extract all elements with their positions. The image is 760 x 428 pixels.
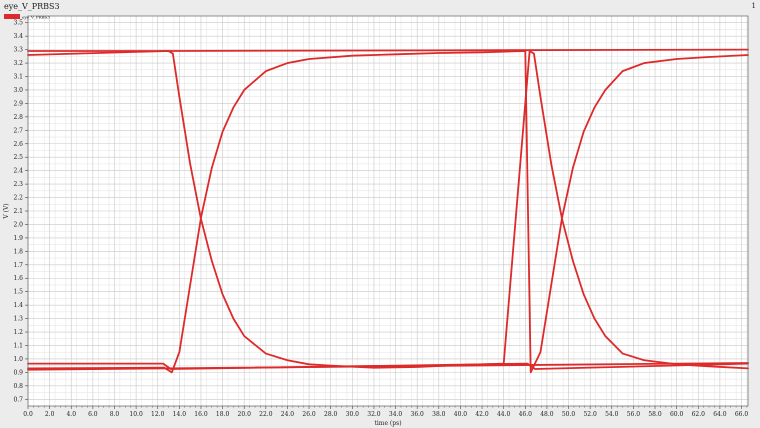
y-tick-label: 1.6 (13, 275, 23, 282)
x-tick-label: 66.0 (735, 411, 749, 418)
y-tick-label: 3.4 (13, 33, 23, 40)
y-tick-label: 2.4 (13, 168, 23, 175)
y-tick-label: 2.0 (13, 221, 23, 228)
y-tick-label: 2.5 (13, 154, 23, 161)
x-tick-label: 28.0 (324, 411, 338, 418)
y-tick-label: 2.7 (13, 127, 23, 134)
y-tick-label: 0.8 (13, 383, 23, 390)
y-tick-label: 1.7 (13, 262, 23, 269)
x-tick-label: 18.0 (216, 411, 230, 418)
eye-trace (27, 362, 749, 371)
y-tick-label: 1.8 (13, 248, 23, 255)
window-index: 1 (751, 2, 756, 10)
x-tick-label: 2.0 (45, 411, 55, 418)
x-tick-label: 8.0 (110, 411, 120, 418)
y-tick-label: 2.3 (13, 181, 23, 188)
x-tick-label: 10.0 (129, 411, 143, 418)
y-axis: 0.7 0.8 0.9 1.0 1.1 1.2 1.3 1.4 1.5 1.6 1.7 1.8 1.9 2… (13, 20, 28, 403)
x-tick-label: 64.0 (713, 411, 727, 418)
y-tick-label: 0.7 (13, 396, 23, 403)
x-tick-label: 56.0 (627, 411, 641, 418)
x-tick-label: 58.0 (648, 411, 662, 418)
x-tick-label: 6.0 (88, 411, 98, 418)
x-tick-label: 34.0 (389, 411, 403, 418)
x-tick-label: 30.0 (346, 411, 360, 418)
x-tick-label: 54.0 (605, 411, 619, 418)
trace-group (27, 48, 749, 374)
x-tick-label: 46.0 (519, 411, 533, 418)
x-tick-label: 24.0 (281, 411, 295, 418)
window-title: eye_V_PRBS3 (4, 2, 60, 11)
x-tick-label: 22.0 (259, 411, 273, 418)
y-tick-label: 3.1 (13, 74, 23, 81)
legend-swatch (4, 14, 20, 19)
eye-trace (27, 50, 749, 374)
x-tick-label: 38.0 (432, 411, 446, 418)
x-tick-label: 14.0 (173, 411, 187, 418)
y-tick-label: 2.1 (13, 208, 23, 215)
y-tick-label: 1.0 (13, 356, 23, 363)
y-tick-label: 3.2 (13, 60, 23, 67)
y-tick-label: 1.2 (13, 329, 23, 336)
x-axis-title: time (ps) (374, 420, 401, 427)
y-tick-label: 1.1 (13, 342, 23, 349)
y-tick-label: 3.0 (13, 87, 23, 94)
y-tick-label: 2.8 (13, 114, 23, 121)
y-tick-label: 1.3 (13, 316, 23, 323)
x-tick-label: 40.0 (454, 411, 468, 418)
y-axis-title: V (V) (3, 203, 10, 219)
grid-major (27, 16, 748, 406)
y-tick-label: 2.6 (13, 141, 23, 148)
x-axis: 0.0 2.0 4.0 6.0 8.0 10.0 12.0 14.0 16.0 18.0 20.0 2… (23, 406, 748, 418)
x-tick-label: 26.0 (302, 411, 316, 418)
y-tick-label: 2.2 (13, 195, 23, 202)
x-tick-label: 16.0 (194, 411, 208, 418)
y-tick-label: 3.5 (13, 20, 23, 27)
x-tick-label: 20.0 (238, 411, 252, 418)
y-tick-label: 1.5 (13, 289, 23, 296)
y-tick-label: 2.9 (13, 100, 23, 107)
x-tick-label: 12.0 (151, 411, 165, 418)
x-tick-label: 0.0 (23, 411, 33, 418)
x-tick-label: 52.0 (583, 411, 597, 418)
x-tick-label: 48.0 (540, 411, 554, 418)
y-tick-label: 0.9 (13, 369, 23, 376)
y-tick-label: 1.9 (13, 235, 23, 242)
x-tick-label: 36.0 (411, 411, 425, 418)
legend[interactable]: eye_V_PRBS3 (4, 14, 50, 20)
y-tick-label: 3.3 (13, 47, 23, 54)
x-tick-label: 50.0 (562, 411, 576, 418)
x-tick-label: 4.0 (66, 411, 76, 418)
x-tick-label: 44.0 (497, 411, 511, 418)
y-tick-label: 1.4 (13, 302, 23, 309)
x-tick-label: 42.0 (475, 411, 489, 418)
legend-label: eye_V_PRBS3 (22, 15, 50, 20)
x-tick-label: 60.0 (670, 411, 684, 418)
x-tick-label: 32.0 (367, 411, 381, 418)
x-tick-label: 62.0 (692, 411, 706, 418)
